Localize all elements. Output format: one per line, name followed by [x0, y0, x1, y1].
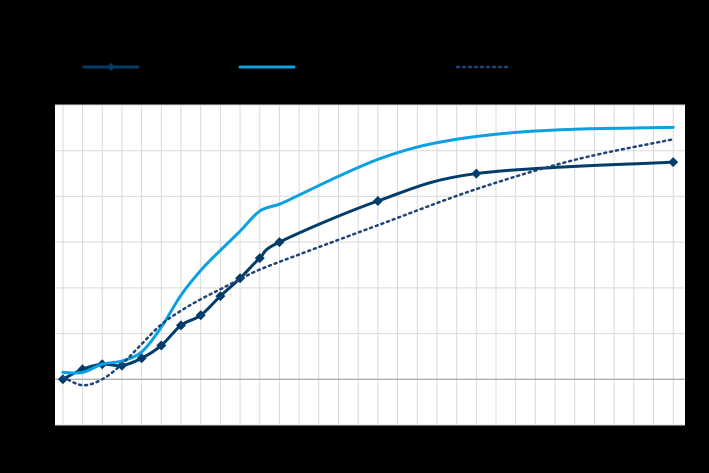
line [61, 160, 675, 381]
y-tick-label: 6 [41, 99, 47, 111]
point [254, 253, 265, 264]
y-tick-label: -1 [37, 419, 47, 431]
point [195, 310, 206, 321]
point [372, 196, 383, 206]
line [61, 125, 675, 375]
line [61, 138, 675, 387]
point [471, 168, 482, 179]
legend-marker [107, 63, 115, 71]
y-tick-label: 4 [41, 190, 47, 202]
plot-area [55, 105, 685, 425]
point [136, 353, 147, 364]
y-tick-label: 0 [41, 373, 47, 385]
y-tick-label: 5 [41, 145, 47, 157]
y-tick-label: 3 [41, 236, 47, 248]
point [274, 237, 285, 248]
point [668, 157, 679, 168]
point [215, 291, 226, 302]
point [156, 340, 167, 351]
point [176, 320, 186, 331]
y-tick-label: 1 [41, 327, 47, 339]
y-tick-label: 2 [41, 282, 47, 294]
point [57, 374, 68, 385]
